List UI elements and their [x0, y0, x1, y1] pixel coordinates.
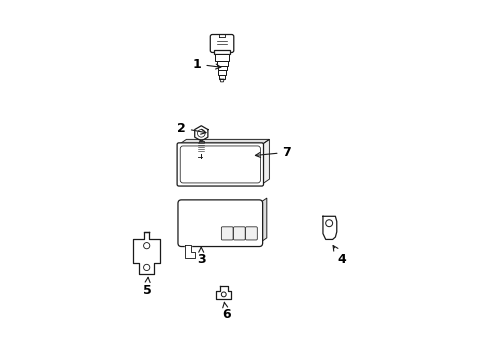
Bar: [215, 54, 228, 61]
Text: 4: 4: [332, 246, 346, 266]
FancyBboxPatch shape: [245, 227, 257, 240]
FancyBboxPatch shape: [178, 200, 262, 247]
Polygon shape: [322, 216, 336, 239]
Polygon shape: [194, 126, 207, 141]
Bar: [217, 66, 226, 70]
Polygon shape: [216, 286, 231, 298]
FancyBboxPatch shape: [233, 227, 244, 240]
Circle shape: [325, 220, 332, 227]
Text: 3: 3: [196, 247, 205, 266]
Polygon shape: [259, 198, 266, 243]
Polygon shape: [184, 245, 194, 258]
Polygon shape: [261, 139, 269, 184]
Bar: [214, 50, 229, 54]
FancyBboxPatch shape: [221, 227, 233, 240]
Bar: [216, 61, 227, 66]
FancyBboxPatch shape: [177, 143, 263, 186]
Text: 6: 6: [222, 302, 230, 321]
Polygon shape: [133, 232, 160, 274]
Bar: [218, 70, 225, 75]
Text: 1: 1: [192, 58, 221, 71]
Text: 2: 2: [177, 122, 205, 135]
FancyBboxPatch shape: [210, 35, 233, 53]
Bar: [199, 141, 203, 154]
Circle shape: [143, 243, 149, 249]
Circle shape: [221, 292, 226, 297]
Polygon shape: [179, 139, 269, 145]
Text: 7: 7: [255, 146, 291, 159]
Circle shape: [143, 264, 149, 271]
Circle shape: [197, 130, 204, 137]
Text: 5: 5: [142, 277, 151, 297]
Bar: [218, 75, 225, 79]
